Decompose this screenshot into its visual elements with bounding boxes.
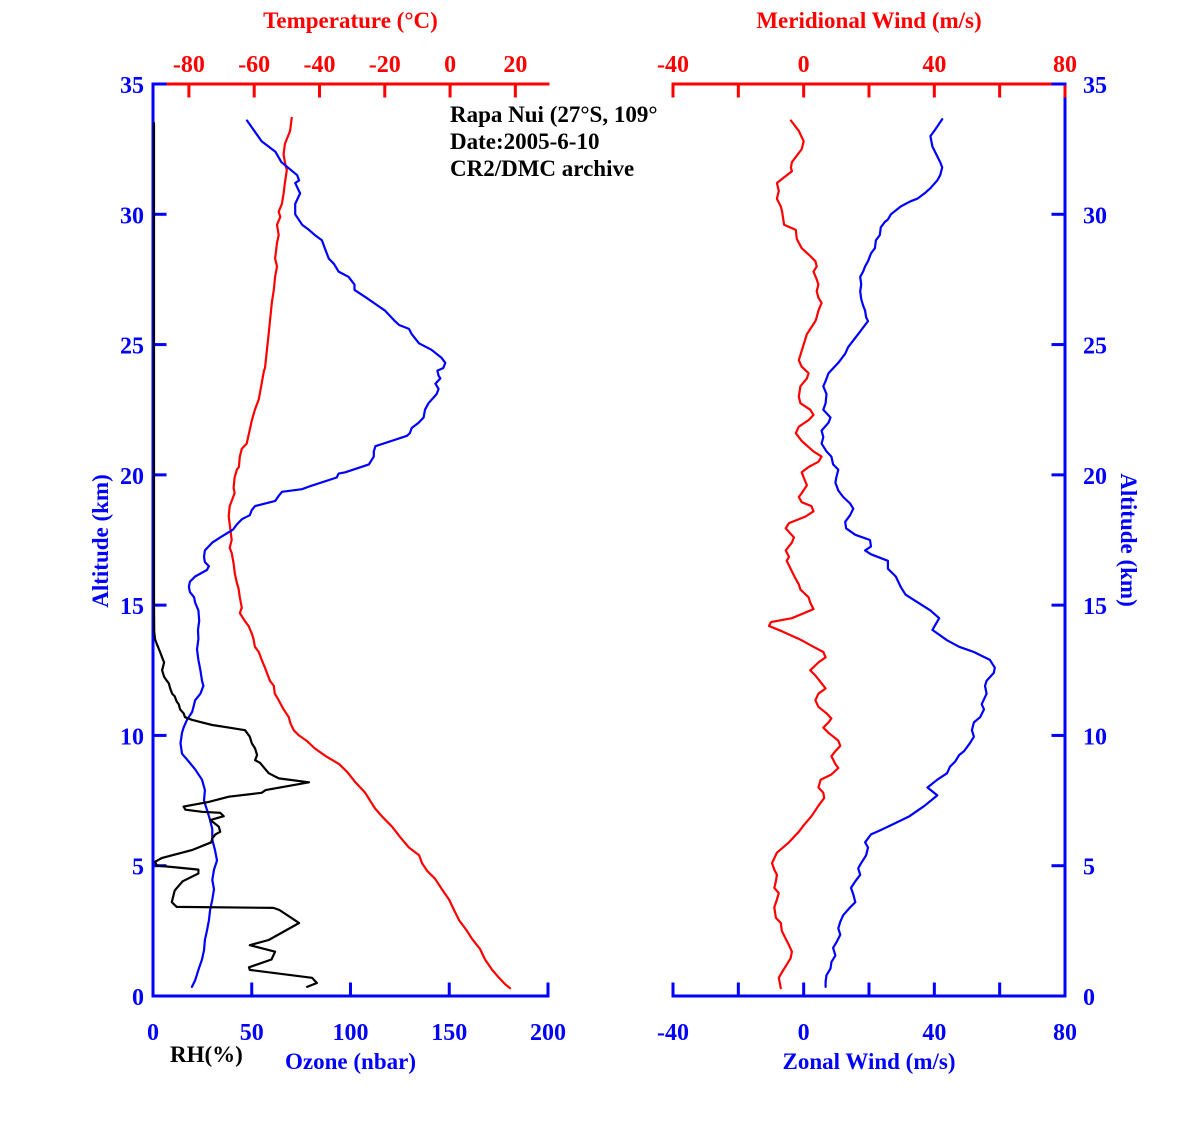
bottom-tick-label: 0 — [798, 1020, 810, 1046]
ozone-line — [179, 119, 447, 989]
top-tick-label: -20 — [369, 52, 401, 78]
top-tick-label: 80 — [1053, 52, 1077, 78]
altitude-tick-label: 10 — [120, 724, 144, 750]
meridional-wind-axis-title: Meridional Wind (m/s) — [756, 8, 982, 33]
altitude-tick-label: 15 — [1083, 594, 1107, 620]
top-tick-label: -40 — [303, 52, 335, 78]
ozone-axis-title: Ozone (nbar) — [285, 1049, 416, 1074]
bottom-tick-label: 200 — [530, 1020, 566, 1046]
altitude-tick-label: 35 — [1083, 73, 1107, 99]
altitude-tick-label: 20 — [120, 464, 144, 490]
altitude-tick-label: 10 — [1083, 724, 1107, 750]
top-tick-label: 40 — [922, 52, 946, 78]
top-tick-label: 0 — [798, 52, 810, 78]
altitude-tick-label: 25 — [120, 334, 144, 360]
bottom-tick-label: -40 — [657, 1020, 689, 1046]
altitude-tick-label: 30 — [1083, 203, 1107, 229]
zonal-wind-line — [820, 118, 996, 989]
temperature-axis-title: Temperature (°C) — [263, 8, 438, 33]
annotation-date: Date:2005-6-10 — [450, 129, 600, 154]
annotation-station: Rapa Nui (27°S, 109° — [450, 102, 658, 127]
meridional-wind-line — [767, 119, 842, 990]
bottom-tick-label: 150 — [431, 1020, 467, 1046]
altitude-tick-label: 5 — [1083, 855, 1095, 881]
altitude-tick-label: 25 — [1083, 334, 1107, 360]
zonal-wind-axis-title: Zonal Wind (m/s) — [782, 1049, 956, 1074]
top-tick-label: -60 — [238, 52, 270, 78]
rh-axis-title: RH(%) — [170, 1042, 243, 1067]
top-tick-label: 0 — [444, 52, 456, 78]
bottom-tick-label: 50 — [240, 1020, 264, 1046]
altitude-tick-label: 0 — [132, 985, 144, 1011]
top-tick-label: -80 — [173, 52, 205, 78]
bottom-tick-label: 40 — [922, 1020, 946, 1046]
annotation-archive: CR2/DMC archive — [450, 156, 635, 181]
temperature-line — [227, 116, 512, 990]
bottom-tick-label: 100 — [333, 1020, 369, 1046]
altitude-tick-label: 15 — [120, 594, 144, 620]
altitude-axis-title-left: Altitude (km) — [88, 474, 113, 608]
bottom-tick-label: 80 — [1053, 1020, 1077, 1046]
rh-line — [152, 121, 318, 989]
altitude-tick-label: 5 — [132, 855, 144, 881]
altitude-tick-label: 30 — [120, 203, 144, 229]
station-annotation: Rapa Nui (27°S, 109° Date:2005-6-10 CR2/… — [450, 101, 658, 182]
top-tick-label: 20 — [503, 52, 527, 78]
altitude-tick-label: 20 — [1083, 464, 1107, 490]
top-tick-label: -40 — [657, 52, 689, 78]
altitude-tick-label: 0 — [1083, 985, 1095, 1011]
altitude-tick-label: 35 — [120, 73, 144, 99]
altitude-axis-title-right: Altitude (km) — [1116, 473, 1141, 607]
bottom-tick-label: 0 — [147, 1020, 159, 1046]
